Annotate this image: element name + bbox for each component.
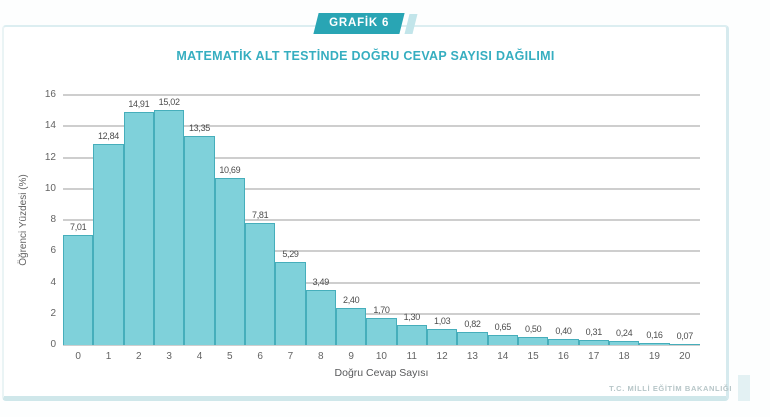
x-tick-label: 9: [348, 351, 354, 362]
badge-row: GRAFİK 6: [0, 13, 731, 34]
y-axis-ticks: 0 2 4 6 8 10 12 14 16: [28, 90, 56, 350]
gridline: [63, 157, 700, 158]
x-tick-label: 14: [497, 351, 509, 362]
bar-value-label: 14,91: [128, 99, 150, 110]
x-tick-label: 16: [557, 351, 569, 362]
bar: [609, 341, 640, 345]
y-tick-label: 14: [44, 120, 56, 132]
bar: [184, 136, 215, 345]
gridline: [63, 313, 700, 315]
gridline: [63, 94, 700, 96]
x-tick-label: 12: [436, 351, 448, 362]
footer-text: T.C. MİLLİ EĞİTİM BAKANLIĞI: [609, 384, 732, 393]
bar-value-label: 2,40: [342, 294, 360, 305]
bar: [123, 112, 154, 345]
bar: [669, 343, 700, 345]
x-axis-ticks: 0 1 2 3 4 5 6 7 8 9 10 11 12 13 14 15 16 17 18 19 20: [63, 351, 700, 362]
y-tick-label: 8: [50, 214, 56, 225]
bar-value-label: 1,03: [433, 315, 451, 326]
bar-value-label: 0,07: [676, 330, 694, 341]
bar: [396, 324, 427, 345]
bar-value-label: 13,35: [188, 123, 210, 134]
gridline: [63, 219, 700, 221]
bar-value-label: 0,82: [464, 319, 481, 330]
bar-value-label: 1,30: [403, 311, 421, 322]
x-tick-label: 13: [466, 351, 478, 362]
chart-title: MATEMATİK ALT TESTİNDE DOĞRU CEVAP SAYIS…: [176, 49, 555, 63]
y-tick-label: 16: [44, 89, 56, 100]
bar-value-label: 12,84: [97, 131, 119, 142]
x-tick-label: 4: [196, 351, 203, 362]
bar-value-label: 15,02: [158, 97, 180, 108]
bar-value-label: 5,29: [282, 249, 299, 260]
x-tick-label: 6: [257, 351, 263, 362]
x-tick-label: 20: [679, 351, 691, 362]
y-tick-label: 2: [50, 307, 56, 319]
bar: [63, 235, 94, 345]
bar: [305, 290, 336, 345]
bar-value-label: 0,50: [524, 324, 542, 335]
bar-value-label: 0,40: [555, 325, 572, 336]
gridline: [63, 250, 700, 252]
y-tick-label: 6: [50, 245, 56, 257]
gridline: [63, 282, 700, 283]
grafik-badge-label: GRAFİK 6: [329, 17, 390, 29]
bar-value-label: 7,81: [251, 209, 269, 220]
x-tick-label: 3: [166, 351, 172, 362]
y-tick-label: 10: [44, 182, 56, 194]
x-tick-label: 10: [375, 351, 387, 362]
bar: [487, 334, 518, 345]
bar-value-label: 7,01: [70, 222, 87, 233]
x-tick-label: 8: [318, 351, 324, 362]
bar-value-label: 0,24: [615, 328, 633, 339]
bar-value-label: 0,16: [646, 329, 663, 340]
x-tick-label: 1: [105, 351, 112, 362]
bar: [457, 332, 488, 345]
x-tick-label: 0: [75, 351, 81, 362]
bar: [336, 307, 367, 345]
bar: [366, 318, 397, 345]
x-tick-label: 17: [588, 351, 600, 362]
x-axis-line: [63, 344, 700, 346]
bar-value-label: 0,31: [585, 327, 603, 338]
x-tick-label: 18: [618, 351, 630, 362]
y-tick-label: 0: [50, 339, 56, 350]
plot-area: 7,01 12,84 14,91 15,02 13,35 10,69 7,81 5,29 3,4…: [63, 94, 700, 346]
bar-value-label: 10,69: [219, 164, 241, 175]
x-tick-label: 2: [136, 351, 142, 362]
bar: [427, 328, 458, 345]
bar: [154, 110, 185, 345]
x-tick-label: 5: [227, 351, 233, 362]
badge-accent-slash: [404, 13, 418, 34]
x-tick-label: 11: [406, 351, 417, 362]
bar-value-label: 1,70: [373, 305, 390, 316]
bar: [578, 340, 609, 345]
bar-value-label: 3,49: [312, 277, 330, 288]
gridline: [63, 125, 700, 127]
footer-logo-mark: [738, 375, 750, 401]
x-tick-label: 15: [527, 351, 539, 362]
x-tick-label: 7: [287, 351, 294, 362]
bar: [548, 338, 579, 345]
bar: [245, 222, 276, 345]
bar: [93, 144, 124, 345]
bar-value-label: 0,65: [494, 321, 512, 332]
grafik-badge: GRAFİK 6: [313, 13, 405, 34]
gridline: [63, 188, 700, 190]
x-tick-label: 19: [648, 351, 660, 362]
y-tick-label: 4: [50, 276, 56, 288]
y-tick-label: 12: [44, 151, 56, 163]
bar: [275, 262, 306, 345]
bar: [639, 342, 670, 345]
x-axis-label: Doğru Cevap Sayısı: [334, 367, 429, 379]
bar: [518, 337, 549, 345]
bar: [214, 177, 245, 345]
